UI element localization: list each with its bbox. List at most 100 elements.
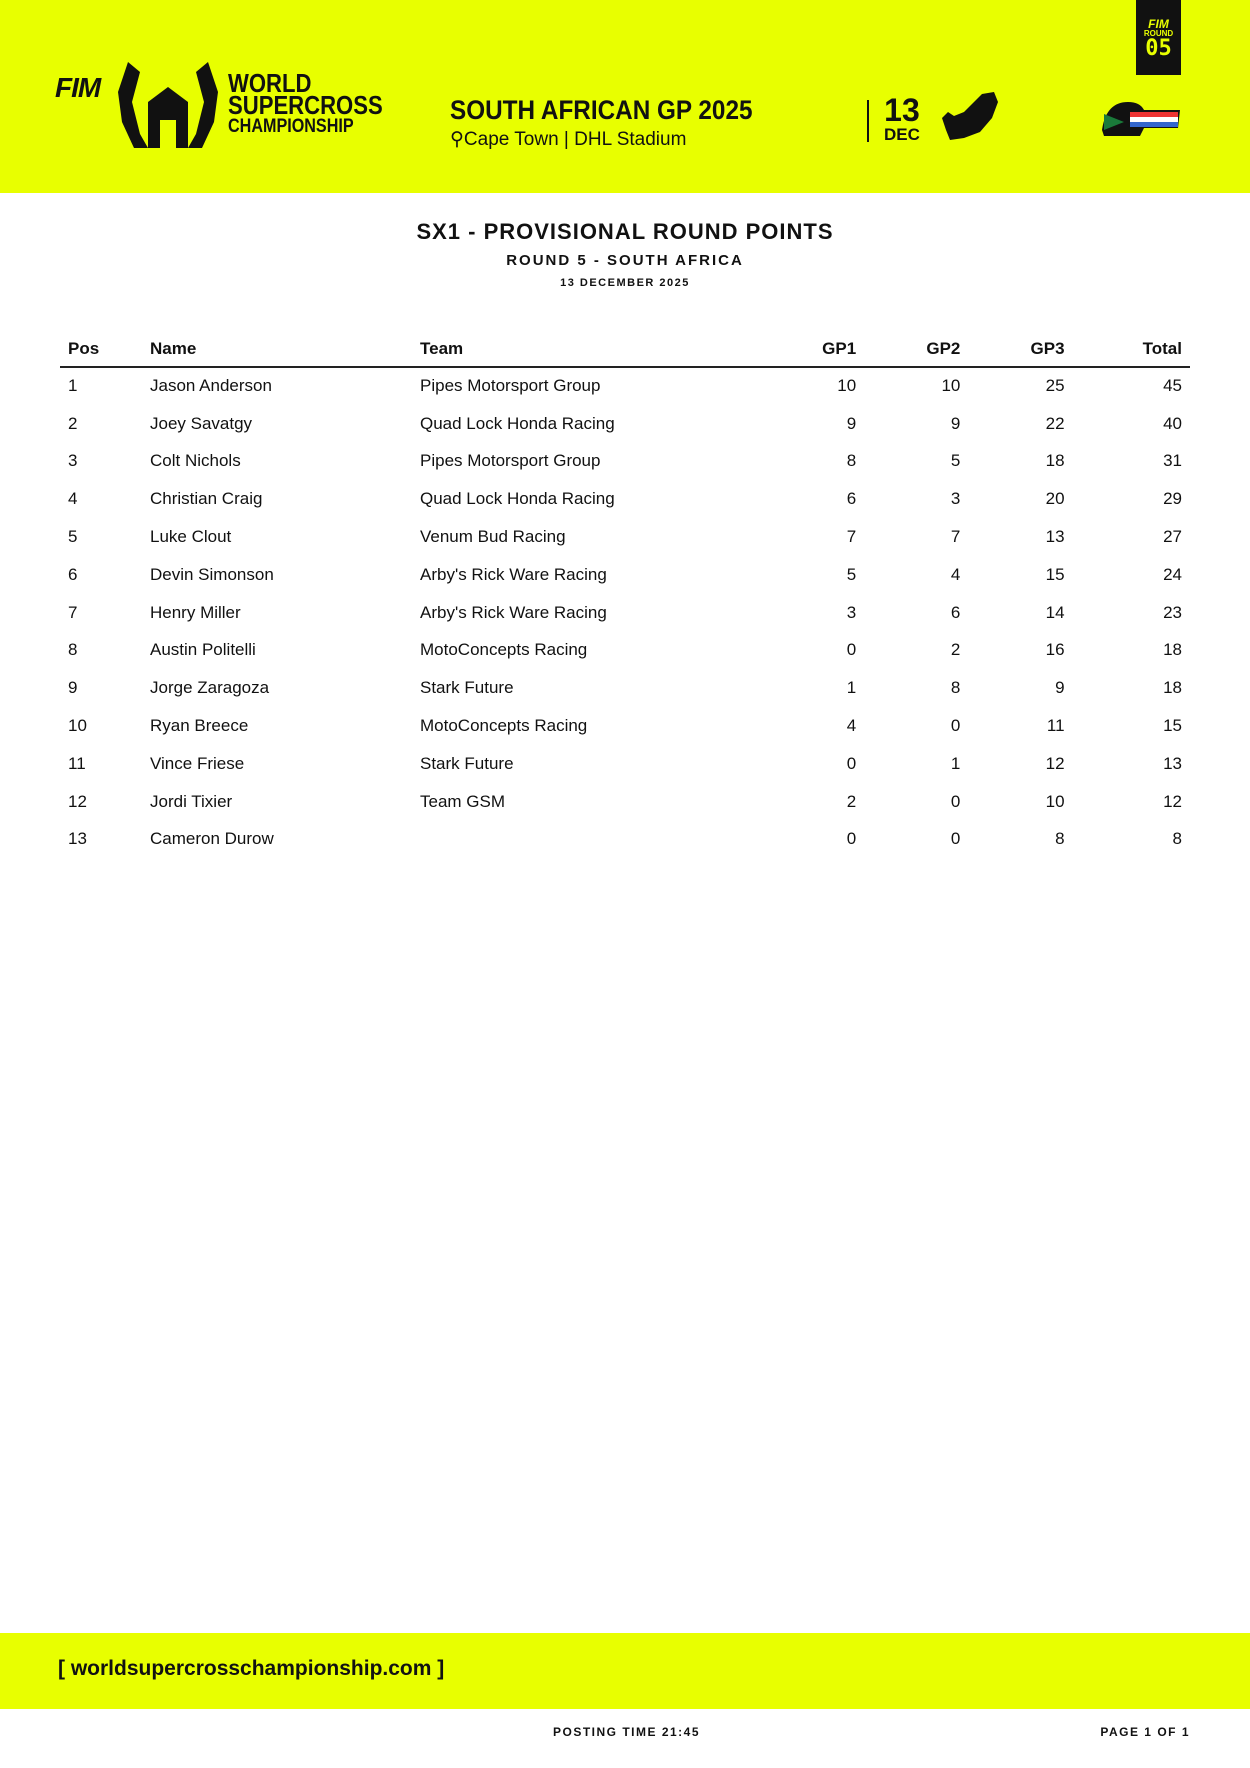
table-cell: Quad Lock Honda Racing	[420, 413, 615, 433]
results-table: Pos Name Team GP1 GP2 GP3 Total 1 Jason Anderso…	[60, 332, 1190, 858]
table-cell: Christian Craig	[150, 489, 263, 509]
table-cell: Devin Simonson	[150, 564, 274, 584]
table-cell: 7	[846, 527, 857, 547]
table-cell: 11	[1046, 716, 1065, 736]
table-cell: MotoConcepts Racing	[420, 640, 588, 660]
table-cell: 29	[1163, 489, 1182, 509]
table-cell: 9	[1055, 678, 1065, 698]
table-cell: 7	[68, 602, 78, 622]
table-cell: Pipes Motorsport Group	[420, 376, 601, 396]
table-cell: 31	[1163, 451, 1182, 471]
table-row: 3 Colt Nichols Pipes Motorsport Group 8 5 18 3…	[60, 443, 1190, 481]
column-header: Total	[1072, 332, 1190, 368]
table-cell: 8	[1172, 829, 1182, 849]
table-cell: Venum Bud Racing	[420, 527, 566, 547]
round-badge: FIM ROUND 05	[1136, 0, 1181, 75]
table-cell: Cameron Durow	[150, 829, 274, 849]
table-cell: 0	[950, 829, 961, 849]
table-cell: Jorge Zaragoza	[150, 678, 270, 698]
table-cell: 5	[846, 564, 857, 584]
table-cell: Colt Nichols	[150, 451, 241, 471]
table-cell: 7	[950, 527, 961, 547]
divider	[867, 100, 869, 142]
table-cell: 9	[950, 413, 961, 433]
column-header: GP1	[760, 332, 865, 368]
table-cell	[420, 821, 760, 859]
table-row: 6 Devin Simonson Arby's Rick Ware Racing 5 4…	[60, 556, 1190, 594]
table-cell: 20	[1045, 489, 1065, 509]
table-cell: Pipes Motorsport Group	[420, 451, 601, 471]
table-cell: 2	[846, 791, 857, 811]
table-cell: 16	[1045, 640, 1065, 660]
table-cell: Jordi Tixier	[150, 791, 233, 811]
table-row: 2 Joey Savatgy Quad Lock Honda Racing 9 9 22 4…	[60, 405, 1190, 443]
table-row: 5 Luke Clout Venum Bud Racing 7 7 13 27	[60, 518, 1190, 556]
table-cell: 5	[68, 527, 78, 547]
table-cell: Austin Politelli	[150, 640, 256, 660]
table-cell: Stark Future	[420, 678, 514, 698]
table-cell: 5	[950, 451, 961, 471]
table-cell: Jason Anderson	[150, 376, 272, 396]
table-cell: 18	[1163, 678, 1182, 698]
table-cell: 0	[950, 716, 961, 736]
table-cell: 18	[1045, 451, 1065, 471]
table-cell: 27	[1163, 527, 1182, 547]
table-cell: 2	[68, 413, 78, 433]
table-cell: 24	[1163, 564, 1182, 584]
column-header: Name	[150, 332, 420, 368]
fim-logo: FIM	[55, 72, 101, 103]
table-cell: 4	[68, 489, 78, 509]
posting-time: POSTING TIME 21:45	[553, 1725, 701, 1739]
wsx-crest-logo	[118, 62, 218, 148]
table-cell: 10	[837, 376, 857, 396]
table-cell: 6	[68, 564, 78, 584]
table-cell: 8	[1055, 829, 1065, 849]
report-date: 13 DECEMBER 2025	[560, 277, 690, 289]
table-row: 9 Jorge Zaragoza Stark Future 1 8 9 18	[60, 669, 1190, 707]
wsx-wordmark: WORLD SUPERCROSS CHAMPIONSHIP	[228, 68, 383, 137]
table-cell: Henry Miller	[150, 602, 241, 622]
table-cell: 3	[68, 451, 78, 471]
table-cell: MotoConcepts Racing	[420, 716, 588, 736]
table-cell: 18	[1163, 640, 1182, 660]
table-cell: 13	[1045, 527, 1065, 547]
table-cell: 13	[68, 829, 87, 849]
event-info: SOUTH AFRICAN GP 2025 ⚲Cape Town | DHL S…	[450, 95, 786, 151]
table-cell: 0	[950, 791, 961, 811]
table-cell: 12	[68, 791, 87, 811]
footer-banner: [ worldsupercrosschampionship.com ]	[0, 1633, 1250, 1709]
website-link[interactable]: [ worldsupercrosschampionship.com ]	[58, 1657, 445, 1680]
table-cell: Vince Friese	[150, 753, 245, 773]
table-cell: 10	[941, 376, 961, 396]
table-cell: 8	[68, 640, 78, 660]
table-cell: 8	[950, 678, 961, 698]
south-africa-gp-logo	[1102, 102, 1180, 136]
table-cell: 9	[68, 678, 78, 698]
table-cell: 1	[846, 678, 857, 698]
table-row: 10 Ryan Breece MotoConcepts Racing 4 0 11 15	[60, 707, 1190, 745]
table-row: 11 Vince Friese Stark Future 0 1 12 13	[60, 745, 1190, 783]
table-cell: Luke Clout	[150, 527, 232, 547]
table-cell: 13	[1163, 753, 1182, 773]
column-header: Pos	[60, 332, 150, 368]
table-cell: 22	[1045, 413, 1065, 433]
table-cell: 14	[1045, 602, 1065, 622]
table-header-row: Pos Name Team GP1 GP2 GP3 Total	[60, 332, 1190, 368]
table-cell: Quad Lock Honda Racing	[420, 489, 615, 509]
table-row: 7 Henry Miller Arby's Rick Ware Racing 3 6 14…	[60, 594, 1190, 632]
table-cell: 2	[950, 640, 961, 660]
table-cell: 25	[1045, 376, 1065, 396]
report-title: SX1 - PROVISIONAL ROUND POINTS	[416, 219, 834, 244]
table-cell: 0	[846, 829, 857, 849]
table-row: 12 Jordi Tixier Team GSM 2 0 10 12	[60, 783, 1190, 821]
header-banner: FIM WORLD SUPERCROSS CHAMPIONSHIP SOUTH …	[0, 0, 1250, 193]
table-cell: Arby's Rick Ware Racing	[420, 602, 607, 622]
table-cell: 45	[1163, 376, 1182, 396]
table-cell: 0	[846, 640, 857, 660]
report-subtitle: ROUND 5 - SOUTH AFRICA	[506, 252, 744, 269]
table-cell: Joey Savatgy	[150, 413, 253, 433]
south-africa-map-icon	[942, 92, 998, 140]
table-cell: 9	[846, 413, 857, 433]
table-row: 13 Cameron Durow 0 0 8 8	[60, 821, 1190, 859]
table-cell: 4	[950, 564, 961, 584]
